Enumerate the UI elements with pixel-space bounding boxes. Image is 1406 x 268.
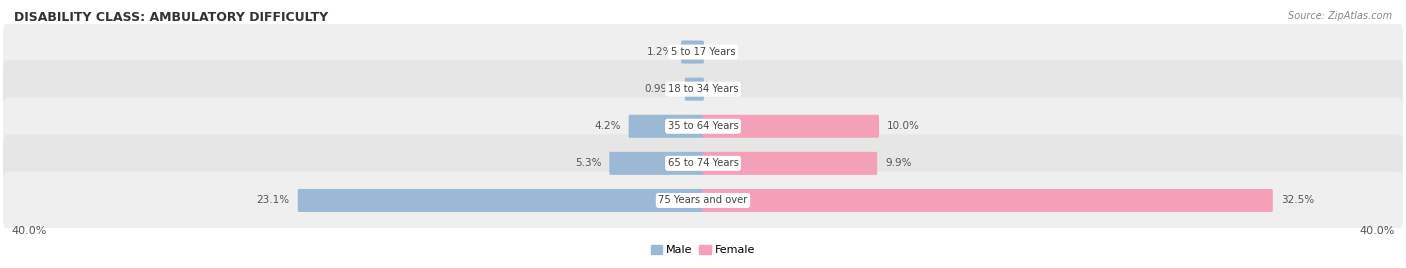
FancyBboxPatch shape <box>3 23 1403 81</box>
Text: 75 Years and over: 75 Years and over <box>658 195 748 206</box>
Text: 4.2%: 4.2% <box>595 121 620 131</box>
Text: 32.5%: 32.5% <box>1281 195 1313 206</box>
FancyBboxPatch shape <box>702 152 877 175</box>
Text: 5.3%: 5.3% <box>575 158 602 168</box>
Text: 35 to 64 Years: 35 to 64 Years <box>668 121 738 131</box>
Text: DISABILITY CLASS: AMBULATORY DIFFICULTY: DISABILITY CLASS: AMBULATORY DIFFICULTY <box>14 11 328 24</box>
Text: 18 to 34 Years: 18 to 34 Years <box>668 84 738 94</box>
Text: 0.0%: 0.0% <box>711 84 738 94</box>
Text: 23.1%: 23.1% <box>257 195 290 206</box>
Text: 0.0%: 0.0% <box>711 47 738 57</box>
FancyBboxPatch shape <box>3 97 1403 155</box>
FancyBboxPatch shape <box>3 60 1403 118</box>
FancyBboxPatch shape <box>628 115 704 138</box>
FancyBboxPatch shape <box>3 172 1403 229</box>
Text: 5 to 17 Years: 5 to 17 Years <box>671 47 735 57</box>
FancyBboxPatch shape <box>3 135 1403 192</box>
FancyBboxPatch shape <box>609 152 704 175</box>
FancyBboxPatch shape <box>681 40 704 64</box>
FancyBboxPatch shape <box>702 115 879 138</box>
Text: 40.0%: 40.0% <box>11 226 46 236</box>
FancyBboxPatch shape <box>702 189 1272 212</box>
FancyBboxPatch shape <box>298 189 704 212</box>
Text: 40.0%: 40.0% <box>1360 226 1395 236</box>
Text: Source: ZipAtlas.com: Source: ZipAtlas.com <box>1288 11 1392 21</box>
Legend: Male, Female: Male, Female <box>647 240 759 259</box>
Text: 9.9%: 9.9% <box>884 158 911 168</box>
Text: 0.99%: 0.99% <box>644 84 676 94</box>
Text: 1.2%: 1.2% <box>647 47 673 57</box>
FancyBboxPatch shape <box>685 78 704 101</box>
Text: 10.0%: 10.0% <box>887 121 920 131</box>
Text: 65 to 74 Years: 65 to 74 Years <box>668 158 738 168</box>
